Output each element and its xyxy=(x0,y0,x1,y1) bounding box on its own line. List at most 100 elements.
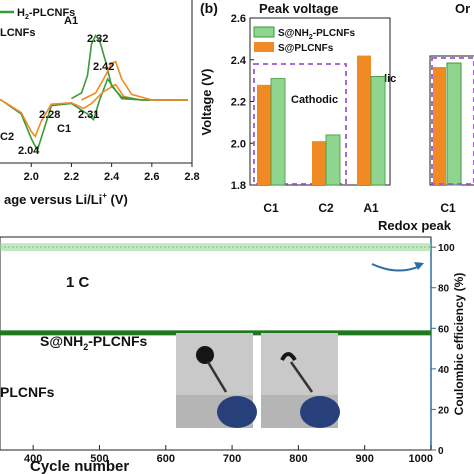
coulombic-efficiency-band xyxy=(0,243,431,252)
photo-1-tweezers xyxy=(206,361,228,393)
coulombic-efficiency-series xyxy=(0,243,431,252)
series-label-plcnfs: PLCNFs xyxy=(0,384,55,400)
cv-x-ticks: 2.0 2.2 2.4 2.6 2.8 xyxy=(24,163,200,183)
photo-1-film-disc xyxy=(196,346,214,364)
side-panel-region-box xyxy=(431,57,474,185)
cv-legend-prefix: H xyxy=(17,7,25,19)
peak-voltage-x-tick-label: A1 xyxy=(363,201,379,215)
cv-x-tick-label: 2.2 xyxy=(64,171,79,183)
legend-swatch-green xyxy=(253,26,275,38)
ce-pointer-arrow xyxy=(371,263,421,272)
cv-x-axis-label-unit: (V) xyxy=(107,192,128,207)
cycling-x-axis-label: Cycle number xyxy=(30,458,129,474)
peak-voltage-y-tick-label: 2.6 xyxy=(231,13,246,25)
cathodic-annotation: Cathodic xyxy=(291,94,338,106)
peak-voltage-y-tick-label: 2.2 xyxy=(231,97,246,109)
cv-annotation: A1 xyxy=(64,15,78,27)
cv-x-tick-label: 2.8 xyxy=(184,171,199,183)
peak-voltage-y-tick-label: 1.8 xyxy=(231,180,246,192)
side-panel-x-tick: C1 xyxy=(440,201,456,215)
cv-legend-entry-orange: LCNFs xyxy=(0,27,35,39)
legend-green-sub: 2 xyxy=(309,34,313,41)
cycling-x-tick-label: 800 xyxy=(289,453,307,465)
peak-voltage-y-label: Voltage (V) xyxy=(199,69,214,136)
series-label-nh2-rest: -PLCNFs xyxy=(88,333,147,349)
cycling-right-tick-label: 0 xyxy=(438,446,444,457)
cv-legend-rest: -PLCNFs xyxy=(29,7,75,19)
peak-voltage-bar-c2-green xyxy=(325,134,341,186)
peak-voltage-y-ticks: 1.8 2.0 2.2 2.4 2.6 xyxy=(231,13,254,192)
cycling-right-tick-label: 40 xyxy=(438,365,450,376)
legend-entry-green: S@NH2-PLCNFs xyxy=(278,28,355,41)
side-panel-bar-green xyxy=(446,62,462,186)
cv-legend-sub: 2 xyxy=(25,14,29,21)
cycling-panel: 1 C S@NH2-PLCNFs PLCNFs 400 500 600 700 800 9… xyxy=(0,236,466,474)
cv-x-axis-label-main: age versus Li/Li xyxy=(4,192,102,207)
peak-voltage-panel: (b) Peak voltage Voltage (V) 1.8 2.0 2.2 2.… xyxy=(199,0,474,233)
legend-swatch-orange xyxy=(254,42,274,52)
cv-x-axis-label: age versus Li/Li+ (V) xyxy=(4,191,128,207)
peak-voltage-bar-c1-green xyxy=(270,78,286,186)
rate-label: 1 C xyxy=(66,274,90,291)
photo-inset-1 xyxy=(176,333,257,428)
legend-entry-orange: S@PLCNFs xyxy=(278,43,334,54)
peak-voltage-title: Peak voltage xyxy=(259,1,339,16)
peak-voltage-bar-c1-orange xyxy=(257,84,271,185)
cv-x-tick-label: 2.4 xyxy=(104,171,120,183)
cv-x-axis-label-sup: + xyxy=(102,191,107,200)
cycling-right-tick-label: 80 xyxy=(438,284,450,295)
cycling-x-tick-label: 600 xyxy=(157,453,175,465)
panel-b-label: (b) xyxy=(200,0,218,16)
peak-voltage-y-tick-label: 2.0 xyxy=(231,138,246,150)
cv-annotation: C2 xyxy=(0,131,14,143)
cycling-x-tick-label: 900 xyxy=(356,453,374,465)
cycling-right-tick-label: 100 xyxy=(438,243,455,254)
cv-annotations: A1 2.32 2.42 2.28 C1 2.31 2.04 C2 xyxy=(0,15,114,157)
series-label-nh2-sub: 2 xyxy=(83,342,88,352)
peak-voltage-bar-a1-green xyxy=(370,76,386,186)
cycling-x-tick-label: 700 xyxy=(223,453,241,465)
side-panel-bar-orange xyxy=(433,67,446,185)
cv-annotation: 2.31 xyxy=(78,109,99,121)
side-panel-title: Or xyxy=(455,1,470,16)
peak-voltage-x-tick-label: C2 xyxy=(318,201,334,215)
cv-annotation: 2.42 xyxy=(93,61,114,73)
cycling-x-tick-label: 500 xyxy=(90,453,108,465)
cv-panel: 2.0 2.2 2.4 2.6 2.8 H2-PLCNFs LCNFs A1 2.32 2.… xyxy=(0,0,200,207)
photo-2-hand xyxy=(300,396,340,428)
cycling-right-axis-label: Coulombic efficiency (%) xyxy=(452,273,466,416)
peak-voltage-bars xyxy=(257,55,386,186)
peak-voltage-x-label: Redox peak xyxy=(378,218,452,233)
cv-series-line-2 xyxy=(71,34,188,101)
legend-green-rest: -PLCNFs xyxy=(313,28,356,39)
peak-voltage-bar-a1-orange xyxy=(357,55,371,186)
cv-series-line-3 xyxy=(81,60,188,101)
cv-annotation: 2.28 xyxy=(39,109,60,121)
legend-green-prefix: S@NH xyxy=(278,28,309,39)
cv-legend-entry-green: H2-PLCNFs xyxy=(17,7,75,21)
cycling-right-ticks: 0 20 40 60 80 100 xyxy=(431,243,455,457)
cycling-right-tick-label: 20 xyxy=(438,405,450,416)
peak-voltage-x-tick-label: C1 xyxy=(263,201,279,215)
series-label-nh2-prefix: S@NH xyxy=(40,333,83,349)
capacity-series xyxy=(0,330,431,336)
photo-2-bent-film xyxy=(280,352,297,362)
cv-annotation: 2.04 xyxy=(18,145,40,157)
photo-1-hand xyxy=(217,396,257,428)
ce-pointer-arrowhead xyxy=(414,262,424,270)
photo-inset-2 xyxy=(261,333,340,428)
cv-curves xyxy=(0,34,188,153)
peak-voltage-y-tick-label: 2.4 xyxy=(231,55,247,67)
peak-voltage-bar-c2-orange xyxy=(312,141,326,185)
cv-annotation: C1 xyxy=(57,123,71,135)
cycling-x-tick-label: 1000 xyxy=(409,453,433,465)
cycling-x-tick-label: 400 xyxy=(24,453,42,465)
capacity-line xyxy=(0,330,431,336)
photo-2-tweezers xyxy=(289,361,314,393)
cv-x-tick-label: 2.6 xyxy=(144,171,159,183)
cycling-right-tick-label: 60 xyxy=(438,324,450,335)
peak-voltage-x-ticks: C1 C2 A1 xyxy=(263,201,379,215)
cv-legend: H2-PLCNFs LCNFs xyxy=(0,7,75,39)
cv-x-tick-label: 2.0 xyxy=(24,171,39,183)
